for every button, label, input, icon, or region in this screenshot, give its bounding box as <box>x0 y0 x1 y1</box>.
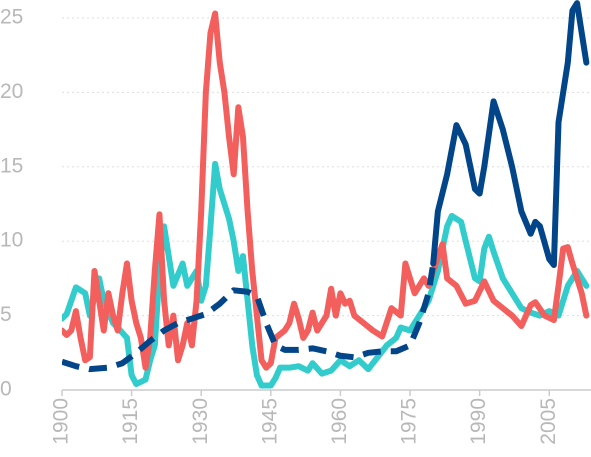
x-tick-label: 1915 <box>119 398 142 445</box>
x-tick-label: 1960 <box>328 398 351 445</box>
y-tick-label: 0 <box>0 378 12 401</box>
x-tick-label: 1990 <box>467 398 490 445</box>
x-tick-label: 2005 <box>537 398 560 445</box>
y-tick-label: 10 <box>0 229 23 252</box>
line-series <box>62 263 437 373</box>
line-series <box>62 160 590 389</box>
line-series <box>62 10 590 371</box>
line-series <box>430 0 590 269</box>
y-tick-label: 15 <box>0 154 23 177</box>
plot-area <box>62 0 590 389</box>
y-tick-label: 20 <box>0 80 23 103</box>
x-tick-label: 1975 <box>398 398 421 445</box>
y-tick-label: 25 <box>0 6 23 29</box>
y-tick-label: 5 <box>0 303 12 326</box>
x-tick-label: 1930 <box>189 398 212 445</box>
x-tick-label: 1945 <box>258 398 281 445</box>
x-tick-label: 1900 <box>50 398 73 445</box>
